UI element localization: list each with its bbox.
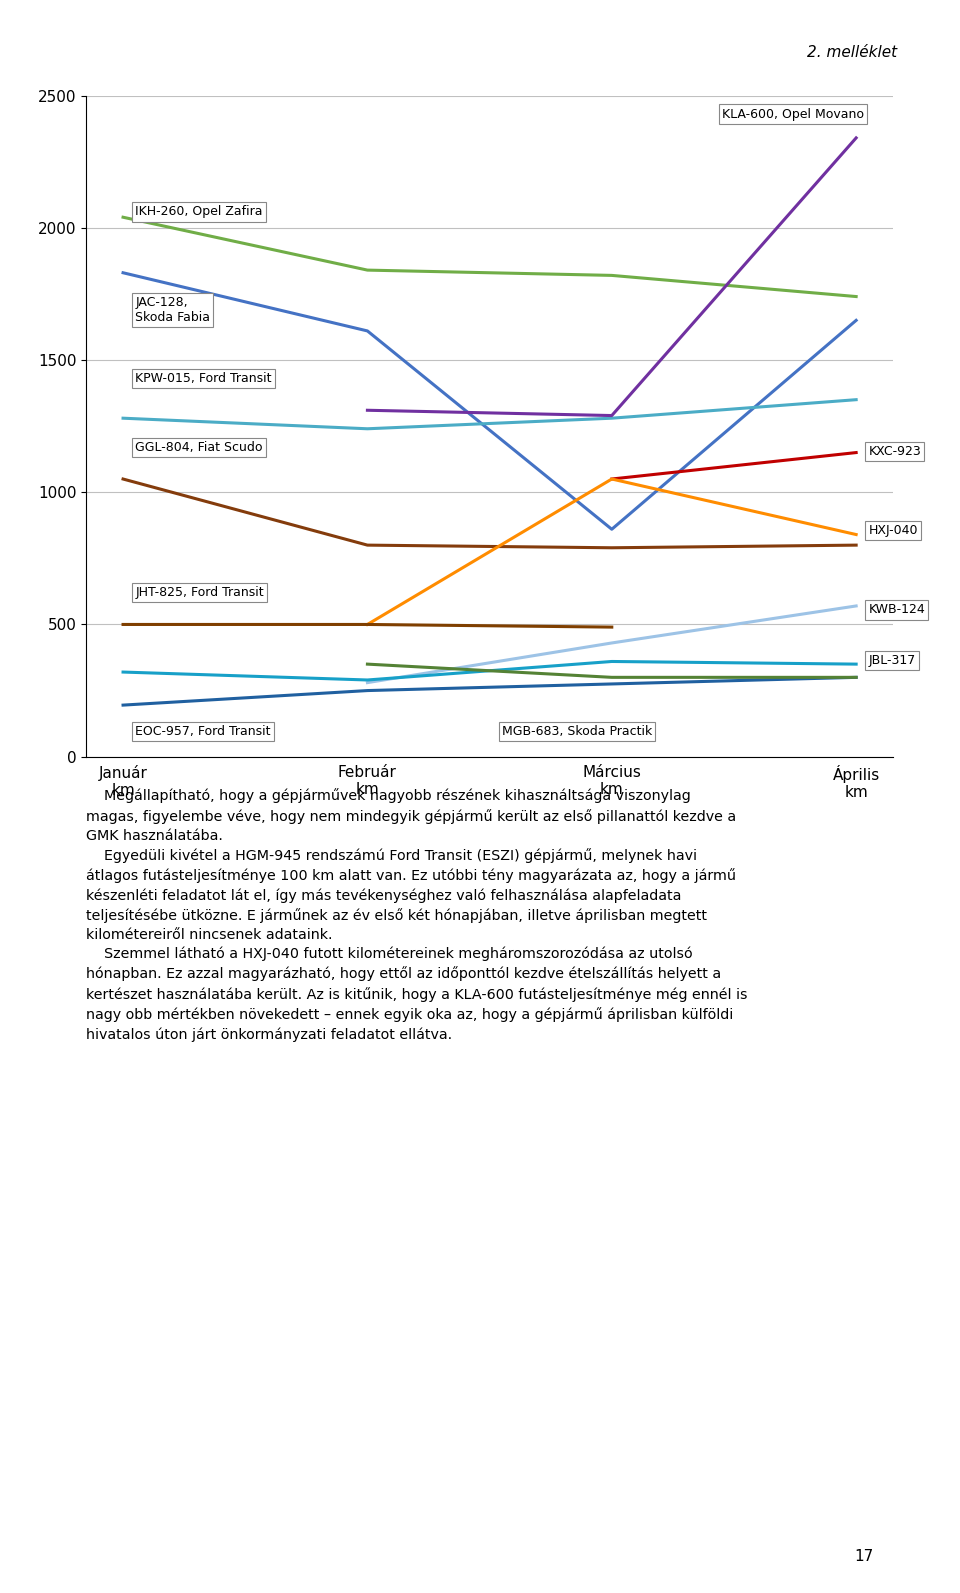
Text: IKH-260, Opel Zafira: IKH-260, Opel Zafira (135, 205, 263, 218)
Text: KWB-124: KWB-124 (869, 604, 925, 616)
Text: HXJ-040: HXJ-040 (869, 524, 918, 537)
Text: JBL-317: JBL-317 (869, 653, 916, 666)
Text: EOC-957, Ford Transit: EOC-957, Ford Transit (135, 725, 271, 738)
Text: KLA-600, Opel Movano: KLA-600, Opel Movano (722, 108, 864, 121)
Text: 17: 17 (854, 1550, 874, 1564)
Text: MGB-683, Skoda Practik: MGB-683, Skoda Practik (502, 725, 652, 738)
Text: 2. melléklet: 2. melléklet (807, 45, 898, 59)
Text: KPW-015, Ford Transit: KPW-015, Ford Transit (135, 373, 272, 386)
Text: GGL-804, Fiat Scudo: GGL-804, Fiat Scudo (135, 441, 263, 454)
Text: Megállapítható, hogy a gépjárművek nagyobb részének kihasználtsága viszonylag
ma: Megállapítható, hogy a gépjárművek nagyo… (86, 789, 748, 1042)
Text: JHT-825, Ford Transit: JHT-825, Ford Transit (135, 586, 264, 599)
Text: JAC-128,
Skoda Fabia: JAC-128, Skoda Fabia (135, 296, 210, 323)
Text: KXC-923: KXC-923 (869, 444, 921, 457)
